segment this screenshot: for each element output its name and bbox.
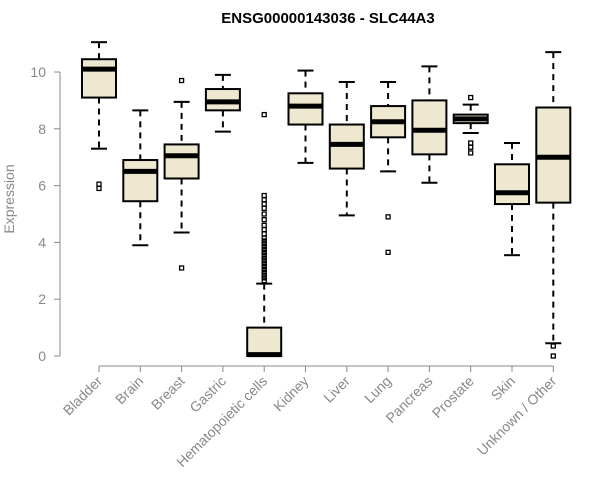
outlier-point	[550, 353, 556, 359]
x-tick-label: Skin	[488, 373, 519, 404]
outlier-point	[261, 246, 267, 253]
outlier-point	[261, 222, 267, 229]
x-tick-label: Liver	[320, 373, 353, 406]
x-tick-label: Brain	[112, 373, 146, 407]
x-tick-label: Kidney	[270, 373, 312, 415]
outlier-point	[261, 192, 267, 199]
outlier-point	[261, 201, 267, 207]
iqr-box	[81, 58, 117, 99]
y-axis-label: Expression	[1, 164, 17, 233]
outlier-point	[261, 111, 267, 118]
outlier-point	[261, 275, 267, 281]
outlier-point	[468, 144, 474, 150]
outlier-point	[261, 249, 267, 255]
outlier-point	[261, 231, 267, 237]
iqr-box	[411, 99, 448, 156]
outlier-point	[261, 263, 267, 270]
y-tick-label: 6	[38, 178, 46, 194]
outlier-point	[385, 214, 391, 220]
box-prostate	[452, 94, 489, 156]
x-tick-label: Breast	[148, 373, 188, 413]
box-kidney	[287, 69, 324, 164]
outlier-point	[468, 94, 474, 101]
iqr-box	[122, 159, 159, 203]
x-tick-label: Prostate	[429, 373, 477, 421]
outlier-point	[96, 181, 102, 187]
x-tick-label: Lung	[361, 373, 394, 406]
outlier-point	[385, 249, 391, 255]
outlier-point	[96, 185, 102, 192]
y-tick-label: 8	[38, 121, 46, 137]
boxes	[81, 41, 572, 359]
iqr-box	[494, 163, 530, 206]
y-tick-label: 4	[38, 234, 46, 250]
outlier-point	[261, 255, 267, 261]
outlier-point	[261, 269, 267, 275]
outlier-point	[468, 140, 474, 146]
outlier-point	[178, 77, 185, 84]
outlier-point	[261, 258, 267, 264]
outlier-point	[261, 197, 267, 203]
y-tick-label: 0	[38, 348, 46, 364]
iqr-box	[246, 326, 283, 358]
box-skin	[494, 142, 530, 257]
outlier-point	[261, 272, 267, 278]
outlier-point	[261, 261, 267, 267]
box-breast	[163, 77, 200, 271]
y-axis: 0 2 4 6 8 10	[30, 64, 61, 364]
outlier-point	[550, 343, 556, 349]
box-unknown-other	[535, 51, 572, 359]
box-brain	[122, 109, 159, 247]
chart-title: ENSG00000143036 - SLC44A3	[221, 10, 434, 27]
iqr-box	[163, 143, 200, 180]
outlier-point	[261, 226, 267, 233]
outlier-point	[261, 205, 267, 211]
iqr-box	[287, 92, 324, 126]
outlier-point	[261, 266, 267, 273]
outlier-point	[261, 252, 267, 258]
outlier-point	[261, 244, 267, 250]
y-tick-label: 2	[38, 291, 46, 307]
outlier-point	[178, 265, 185, 271]
box-liver	[328, 80, 365, 217]
outlier-point	[261, 238, 267, 244]
box-pancreas	[411, 65, 448, 184]
box-gastric	[204, 73, 241, 133]
box-lung	[370, 80, 407, 255]
outlier-point	[261, 217, 267, 223]
outlier-point	[261, 211, 267, 217]
box-bladder	[81, 41, 117, 192]
outlier-point	[261, 235, 267, 241]
outlier-point	[261, 278, 267, 284]
box-hematopoietic-cells	[246, 111, 283, 358]
outlier-point	[261, 241, 267, 247]
y-tick-label: 10	[30, 64, 46, 80]
outlier-point	[468, 150, 474, 156]
x-tick-label: Bladder	[60, 373, 106, 419]
